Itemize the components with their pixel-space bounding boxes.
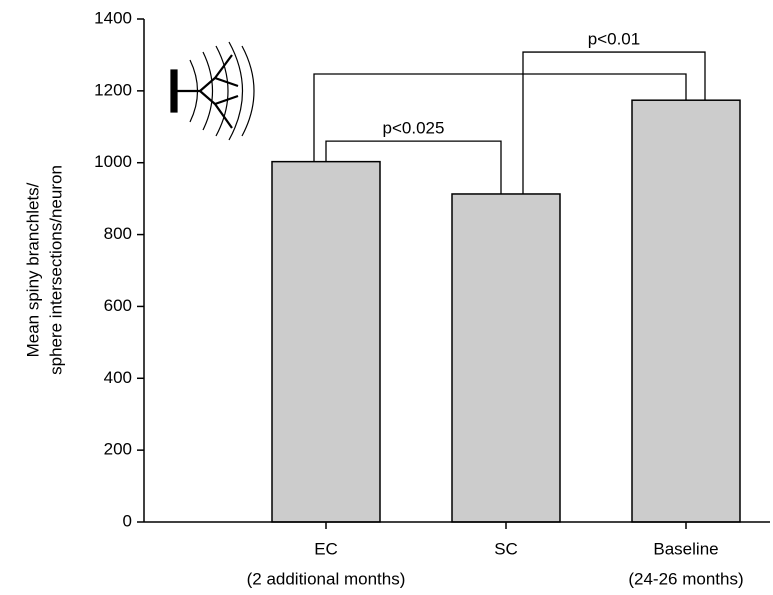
x-tick-label: Baseline — [653, 539, 718, 558]
bar — [271, 160, 381, 523]
y-tick-label: 1200 — [94, 80, 132, 99]
y-axis-label: sphere intersections/neuron — [46, 165, 65, 375]
y-tick-label: 200 — [104, 440, 132, 459]
y-tick-label: 1400 — [94, 8, 132, 27]
significance-bracket — [522, 51, 706, 194]
significance-bracket — [313, 73, 687, 162]
significance-label: p<0.01 — [588, 30, 640, 49]
y-tick-label: 800 — [104, 224, 132, 243]
y-tick-label: 600 — [104, 296, 132, 315]
x-tick-sublabel: (2 additional months) — [247, 569, 406, 588]
y-tick-label: 1000 — [94, 152, 132, 171]
significance-bracket — [325, 140, 502, 194]
y-tick-label: 400 — [104, 368, 132, 387]
bar — [451, 193, 561, 523]
x-tick-sublabel: (24-26 months) — [628, 569, 743, 588]
x-tick-label: EC — [314, 539, 338, 558]
significance-label: p<0.025 — [383, 119, 445, 138]
y-axis-label: Mean spiny branchlets/ — [23, 182, 42, 357]
x-tick-label: SC — [494, 539, 518, 558]
y-tick-label: 0 — [123, 511, 132, 530]
bar — [631, 99, 741, 523]
neuron-icon — [170, 41, 255, 141]
